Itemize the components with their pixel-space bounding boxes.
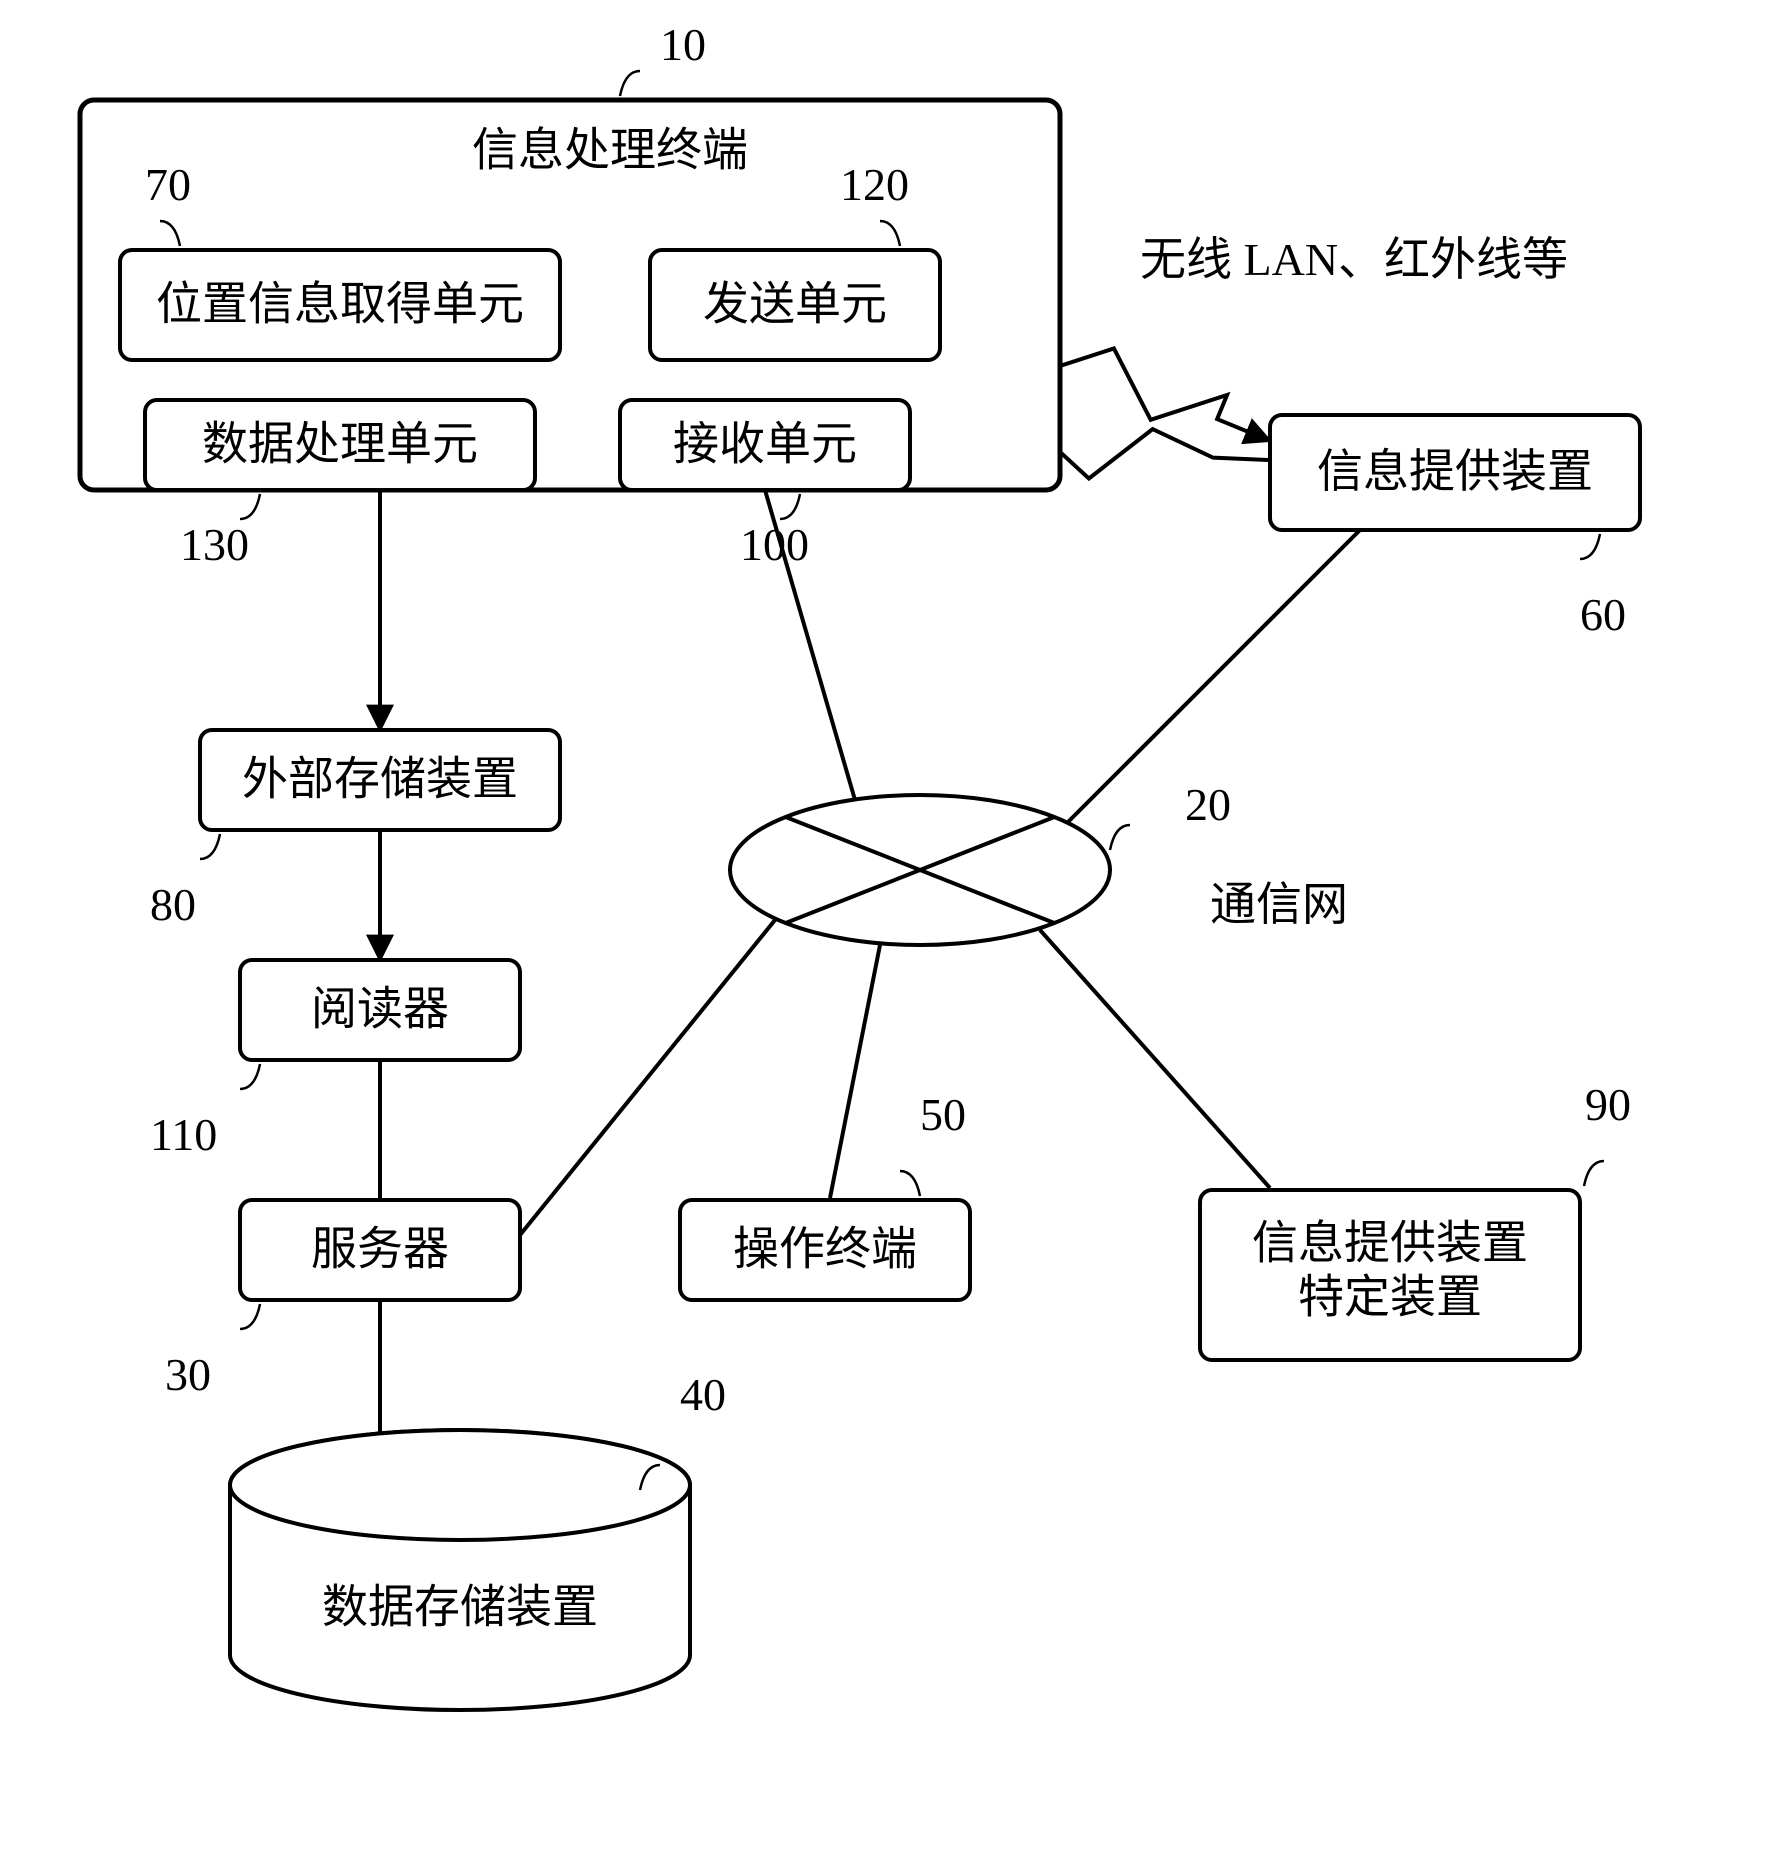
ref-90: 90: [1585, 1079, 1631, 1130]
svg-text:数据处理单元: 数据处理单元: [202, 419, 478, 470]
svg-text:接收单元: 接收单元: [673, 419, 857, 470]
ref-130: 130: [180, 519, 249, 570]
svg-text:信息处理终端: 信息处理终端: [472, 125, 748, 176]
ref-20: 20: [1185, 779, 1231, 830]
ref-30: 30: [165, 1349, 211, 1400]
svg-text:特定装置: 特定装置: [1298, 1272, 1482, 1323]
ref-60: 60: [1580, 589, 1626, 640]
ref-100: 100: [740, 519, 809, 570]
network-label: 通信网: [1210, 879, 1348, 930]
svg-text:服务器: 服务器: [311, 1224, 449, 1275]
ref-10: 10: [660, 19, 706, 70]
svg-text:外部存储装置: 外部存储装置: [242, 754, 518, 805]
svg-text:信息提供装置: 信息提供装置: [1317, 446, 1593, 497]
svg-text:位置信息取得单元: 位置信息取得单元: [156, 279, 524, 330]
svg-text:数据存储装置: 数据存储装置: [322, 1582, 598, 1633]
wireless-label: 无线 LAN、红外线等: [1140, 234, 1568, 285]
ref-120: 120: [840, 159, 909, 210]
svg-text:信息提供装置: 信息提供装置: [1252, 1218, 1528, 1269]
edge: [520, 920, 775, 1235]
ref-50: 50: [920, 1089, 966, 1140]
ref-40: 40: [680, 1369, 726, 1420]
edge: [830, 945, 880, 1198]
svg-text:操作终端: 操作终端: [733, 1224, 917, 1275]
svg-text:阅读器: 阅读器: [311, 984, 449, 1035]
ref-70: 70: [145, 159, 191, 210]
edge: [1040, 930, 1270, 1188]
ref-80: 80: [150, 879, 196, 930]
svg-text:发送单元: 发送单元: [703, 279, 887, 330]
ref-110: 110: [150, 1109, 217, 1160]
